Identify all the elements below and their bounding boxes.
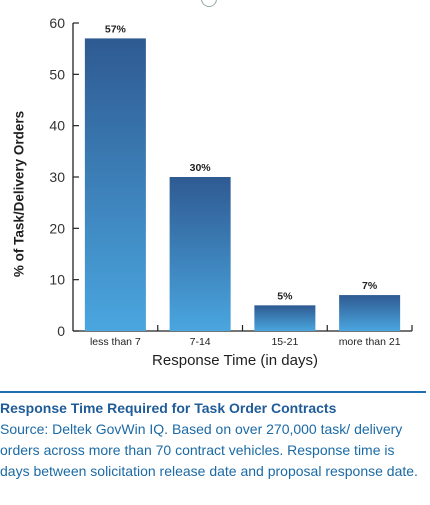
data-label: 5%	[277, 290, 293, 302]
bar-2	[254, 305, 316, 331]
y-tick-label: 10	[49, 272, 65, 288]
y-tick-label: 40	[49, 118, 65, 134]
data-label: 7%	[362, 280, 378, 292]
y-tick-label: 20	[49, 220, 65, 236]
x-tick-label: 15-21	[271, 336, 298, 345]
bar-1	[169, 177, 231, 331]
chart-svg: 0 10 20 30 40 50 60 57% less than 7 30% 7-14 5% 15-…	[49, 15, 413, 345]
caption-title: Response Time Required for Task Order Co…	[0, 400, 337, 416]
bar-3	[339, 295, 401, 331]
caption-text: Source: Deltek GovWin IQ. Based on over …	[0, 421, 418, 479]
x-axis-label: Response Time (in days)	[152, 352, 318, 369]
y-tick-label: 50	[49, 66, 65, 82]
y-tick-label: 30	[49, 169, 65, 185]
y-tick-label: 60	[49, 15, 65, 31]
x-tick-label: 7-14	[190, 336, 211, 345]
data-label: 30%	[190, 162, 212, 174]
x-tick-label: less than 7	[90, 336, 141, 345]
bar-0	[84, 38, 146, 332]
chart-bars: 57% less than 7 30% 7-14 5% 15-21 7% more than …	[84, 23, 401, 345]
y-tick-label: 0	[57, 323, 65, 339]
data-label: 57%	[105, 23, 127, 35]
y-axis-label: % of Task/Delivery Orders	[11, 110, 27, 278]
caption-divider	[0, 391, 426, 393]
chart-caption: Response Time Required for Task Order Co…	[0, 398, 426, 482]
x-tick-label: more than 21	[339, 336, 401, 345]
bar-chart: 0 10 20 30 40 50 60 57% less than 7 30% 7-14 5% 15-…	[11, 15, 413, 369]
